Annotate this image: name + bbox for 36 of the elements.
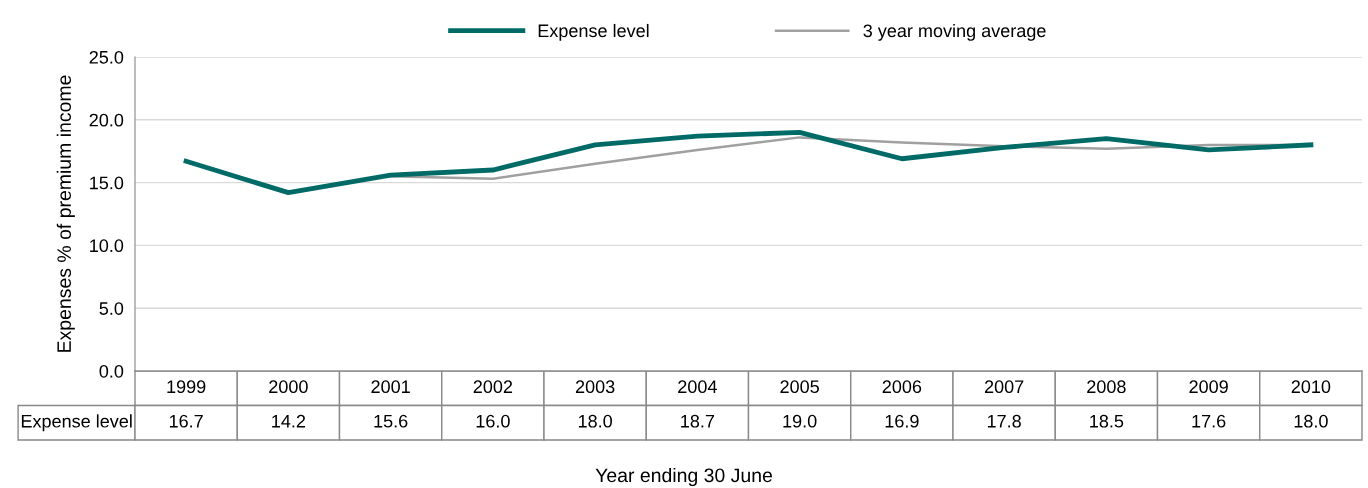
- data-label: 14.2: [272, 414, 306, 428]
- data-label: 18.7: [681, 414, 715, 428]
- legend-label: Expense level: [538, 23, 649, 41]
- data-label: 15.6: [374, 414, 408, 428]
- x-tick-label: 2006: [882, 380, 922, 394]
- y-tick-label: 15.0: [90, 176, 124, 190]
- x-tick-label: 2007: [984, 380, 1024, 394]
- data-label: 16.9: [885, 414, 919, 428]
- y-tick-label: 10.0: [90, 239, 124, 253]
- y-axis-title: Expenses % of premium income: [56, 75, 75, 352]
- line-series: [183, 129, 1314, 196]
- y-tick-label: 25.0: [89, 50, 124, 64]
- x-tick-label: 2009: [1189, 380, 1228, 394]
- data-label: 17.8: [987, 414, 1021, 428]
- x-tick-label: 1999: [167, 380, 206, 394]
- data-label: 18.0: [1294, 414, 1328, 428]
- x-tick-label: 2003: [575, 380, 615, 394]
- data-label: 18.5: [1090, 414, 1124, 428]
- y-tick-label: 20.0: [89, 113, 124, 127]
- data-label: 16.7: [169, 414, 203, 428]
- x-tick-label: 2010: [1291, 380, 1331, 394]
- y-tick-label: 0.0: [99, 364, 124, 378]
- data-label: 19.0: [783, 414, 817, 428]
- x-tick-label: 2008: [1087, 380, 1126, 394]
- x-tick-label: 2000: [269, 380, 308, 394]
- x-tick-label: 2001: [371, 380, 410, 394]
- text: Expense level: [21, 414, 132, 432]
- x-tick-label: 2004: [678, 380, 717, 394]
- data-label: 16.0: [476, 414, 510, 428]
- legend-label: 3 year moving average: [863, 23, 1046, 41]
- x-axis-title: Year ending 30 June: [595, 467, 772, 487]
- x-tick-label: 2005: [780, 380, 819, 394]
- y-tick-label: 5.0: [99, 302, 124, 315]
- data-label: 18.0: [578, 414, 612, 428]
- x-tick-label: 2002: [473, 380, 513, 394]
- data-label: 17.6: [1192, 414, 1226, 428]
